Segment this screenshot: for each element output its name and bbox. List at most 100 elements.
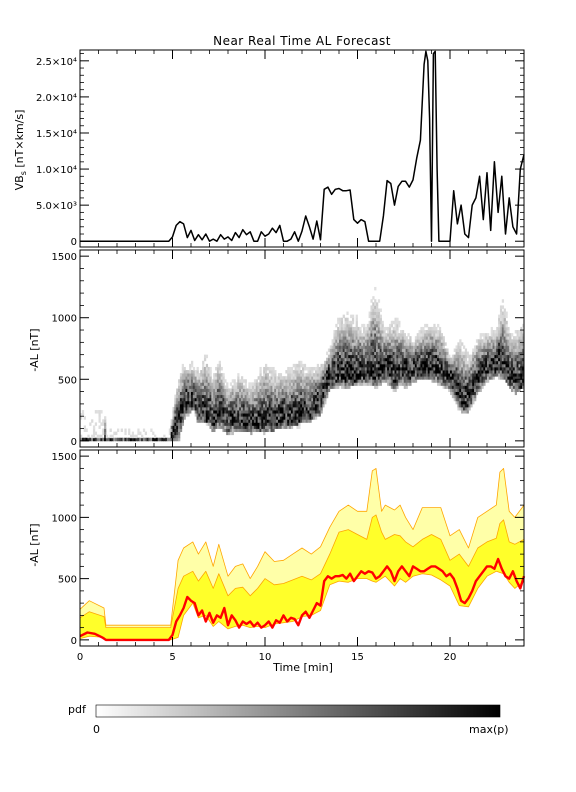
pdf-cell <box>326 376 329 380</box>
pdf-cell <box>322 397 325 402</box>
pdf-cell <box>385 370 388 374</box>
pdf-cell <box>209 385 212 389</box>
pdf-cell <box>483 360 486 365</box>
pdf-cell <box>276 388 279 392</box>
pdf-cell <box>300 363 303 368</box>
pdf-cell <box>416 336 419 340</box>
pdf-cell <box>355 360 358 365</box>
pdf-cell <box>226 385 229 389</box>
pdf-cell <box>370 330 373 334</box>
pdf-cell <box>218 379 221 383</box>
pdf-cell <box>222 397 225 402</box>
pdf-cell <box>176 428 179 433</box>
pdf-cell <box>518 382 521 386</box>
pdf-cell <box>285 416 288 420</box>
pdf-cell <box>433 345 436 349</box>
pdf-cell <box>394 376 397 380</box>
pdf-cell <box>263 385 266 389</box>
pdf-cell <box>498 342 501 346</box>
pdf-cell <box>496 354 499 359</box>
pdf-cell <box>229 382 233 386</box>
pdf-cell <box>470 394 473 399</box>
pdf-cell <box>455 354 458 359</box>
pdf-cell <box>479 357 482 362</box>
pdf-cell <box>252 416 255 420</box>
pdf-cell <box>507 348 510 352</box>
pdf-cell <box>211 413 214 417</box>
pdf-cell <box>265 391 268 396</box>
pdf-cell <box>272 413 275 417</box>
pdf-cell <box>494 345 497 349</box>
pdf-cell <box>385 376 388 380</box>
pdf-cell <box>457 394 460 399</box>
pdf-cell <box>303 419 307 423</box>
pdf-cell <box>414 379 418 383</box>
pdf-cell <box>322 388 325 392</box>
pdf-cell <box>514 339 517 343</box>
pdf-cell <box>424 345 427 349</box>
pdf-cell <box>514 366 517 371</box>
pdf-cell <box>498 326 501 331</box>
pdf-cell <box>250 388 253 392</box>
pdf-cell <box>388 348 392 352</box>
pdf-cell <box>475 357 479 362</box>
pdf-cell <box>203 406 207 411</box>
pdf-cell <box>226 391 229 396</box>
pdf-cell <box>185 394 188 399</box>
pdf-cell <box>483 348 486 352</box>
pdf-cell <box>309 419 312 423</box>
pdf-cell <box>211 394 214 399</box>
pdf-cell <box>96 434 99 439</box>
pdf-cell <box>376 305 379 309</box>
pdf-cell <box>292 413 295 417</box>
pdf-cell <box>200 379 203 383</box>
pdf-cell <box>396 345 399 349</box>
pdf-cell <box>231 394 234 399</box>
pdf-cell <box>181 403 184 408</box>
pdf-cell <box>368 366 371 371</box>
pdf-cell <box>472 376 475 380</box>
pdf-cell <box>379 382 382 386</box>
pdf-cell <box>348 323 351 328</box>
pdf-cell <box>348 336 351 340</box>
pdf-cell <box>392 360 395 365</box>
pdf-cell <box>244 385 247 389</box>
pdf-cell <box>266 410 270 414</box>
pdf-cell <box>366 366 369 371</box>
pdf-cell <box>228 422 231 426</box>
pdf-cell <box>191 370 194 374</box>
pdf-cell <box>435 370 438 374</box>
pdf-cell <box>407 360 410 365</box>
pdf-cell <box>218 373 221 377</box>
pdf-cell <box>194 403 197 408</box>
pdf-cell <box>237 422 240 426</box>
pdf-cell <box>346 370 349 374</box>
pdf-cell <box>277 379 281 383</box>
pdf-cell <box>94 410 98 414</box>
pdf-cell <box>285 406 288 411</box>
pdf-cell <box>392 388 395 392</box>
pdf-cell <box>468 379 471 383</box>
pdf-cell <box>307 394 310 399</box>
pdf-cell <box>459 385 462 389</box>
pdf-cell <box>485 339 488 343</box>
pdf-cell <box>516 370 519 374</box>
pdf-cell <box>255 382 258 386</box>
pdf-cell <box>516 366 519 371</box>
pdf-cell <box>281 379 284 383</box>
pdf-cell <box>240 382 244 386</box>
pdf-cell <box>464 410 468 414</box>
pdf-cell <box>418 370 421 374</box>
pdf-cell <box>413 376 416 380</box>
pdf-cell <box>468 376 471 380</box>
pdf-cell <box>501 351 505 356</box>
pdf-cell <box>279 400 283 405</box>
pdf-cell <box>272 373 275 377</box>
pdf-cell <box>314 394 318 399</box>
pdf-cell <box>231 413 234 417</box>
pdf-cell <box>329 366 332 371</box>
pdf-cell <box>324 385 327 389</box>
pdf-cell <box>396 360 399 365</box>
pdf-cell <box>229 410 233 414</box>
pdf-cell <box>263 428 266 433</box>
